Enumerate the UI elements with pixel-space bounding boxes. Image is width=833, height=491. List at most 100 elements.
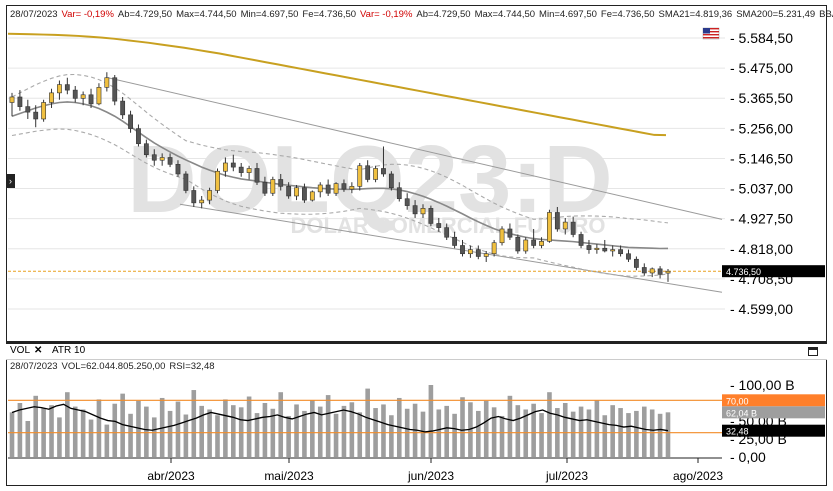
candle-body — [41, 102, 47, 120]
candle-body — [112, 77, 118, 102]
candle-body — [547, 212, 552, 242]
volume-bar — [9, 412, 15, 457]
volume-bar — [128, 413, 133, 457]
time-tick-label: jun/2023 — [407, 469, 454, 483]
candle-body — [460, 245, 465, 255]
price-status-bar: 28/07/2023 Var= -0,19% Ab=4.729,50 Max=4.74… — [10, 9, 833, 20]
bollinger-lower — [11, 128, 669, 277]
candle-body — [333, 183, 339, 194]
candle-body — [49, 92, 54, 103]
candle-body — [80, 94, 86, 99]
status-close: Fe=4.736,50 — [302, 9, 357, 20]
candle-body — [64, 84, 70, 91]
volume-bar — [57, 417, 62, 457]
candle-body — [183, 173, 189, 191]
candle-body — [175, 164, 181, 175]
volume-bar — [562, 403, 568, 457]
candle-body — [230, 162, 236, 168]
volume-last-tag-bg — [722, 406, 825, 419]
close-vol-tab-icon[interactable]: ✕ — [34, 345, 43, 356]
tab-vol[interactable]: VOL — [10, 345, 31, 356]
volume-bar — [136, 400, 141, 457]
volume-bar — [428, 385, 434, 457]
panel-separator[interactable] — [6, 341, 827, 344]
candles[interactable] — [9, 72, 671, 282]
candle-body — [72, 89, 78, 99]
candle-body — [254, 168, 260, 183]
candle-body — [159, 157, 165, 161]
price-tick-label: - 4.818,00 — [730, 241, 793, 257]
maximize-panel-icon[interactable] — [808, 347, 818, 356]
volume-bar — [302, 410, 307, 457]
candle-body — [357, 165, 363, 187]
status-max: Max=4.744,50 — [176, 9, 237, 20]
volume-bar — [515, 405, 521, 457]
candle-body — [25, 106, 31, 113]
price-tick-label: - 5.475,00 — [730, 60, 793, 76]
candle-body — [499, 228, 505, 244]
axis-tags: 4.736,50 70,00 62,04 B 32,48 — [722, 265, 825, 437]
candle-body — [468, 249, 473, 255]
candle-body — [246, 168, 252, 173]
candle-body — [404, 198, 410, 206]
channel-upper-line — [107, 77, 723, 220]
candle-body — [365, 165, 371, 180]
volume-bar — [341, 405, 347, 457]
candle-body — [270, 179, 276, 194]
volume-bar — [310, 400, 315, 457]
candle-body — [428, 208, 434, 224]
volume-bar — [578, 406, 584, 457]
time-tick-label: ago/2023 — [673, 469, 723, 483]
candle-body — [436, 223, 442, 228]
last-price-tag-bg — [722, 265, 825, 278]
candle-body — [618, 249, 623, 255]
volume-bar — [262, 403, 268, 457]
candle-body — [215, 170, 220, 191]
candle-body — [143, 143, 149, 156]
volume-bar — [626, 413, 631, 457]
channel-lower-line — [179, 203, 723, 293]
candle-body — [657, 268, 663, 275]
status-var-2: Var= -0,19% — [360, 9, 413, 20]
volume-bar — [215, 415, 220, 457]
volume-bar — [17, 403, 23, 457]
status-open-2: Ab=4.729,50 — [416, 9, 471, 20]
scroll-left-arrow-icon[interactable]: › — [6, 174, 15, 188]
volume-bar — [610, 405, 615, 457]
status-max-2: Max=4.744,50 — [474, 9, 536, 20]
volume-bar — [381, 404, 386, 457]
moving-averages — [7, 32, 722, 272]
last-price-tag: 4.736,50 — [726, 267, 761, 277]
time-axis: abr/2023 mai/2023 jun/2023 jul/2023 ago/2023 — [8, 457, 723, 483]
candle-body — [96, 87, 102, 105]
candle-body — [594, 247, 600, 250]
candle-body — [120, 100, 126, 116]
candle-body — [238, 166, 244, 173]
status-open: Ab=4.729,50 — [117, 9, 173, 20]
rsi70-tag: 70,00 — [726, 396, 749, 406]
price-tick-label: - 4.927,50 — [730, 211, 793, 227]
candle-body — [570, 221, 576, 235]
volume-bar — [657, 413, 663, 457]
volume-bar — [634, 410, 639, 457]
status-close-2: Fe=4.736,50 — [600, 9, 655, 20]
tab-atr[interactable]: ATR 10 — [52, 345, 86, 356]
volume-bar — [365, 388, 370, 457]
candle-body — [294, 187, 299, 197]
volume-bar — [420, 411, 426, 457]
candle-body — [610, 249, 616, 252]
volume-bar — [104, 424, 110, 457]
rsi70-tag-bg — [722, 394, 825, 407]
candle-body — [578, 234, 584, 246]
candle-body — [341, 183, 347, 190]
volume-bar — [96, 399, 102, 457]
candle-body — [302, 187, 307, 201]
candle-body — [33, 111, 39, 120]
candle-body — [539, 241, 544, 246]
candle-body — [199, 199, 205, 204]
candle-body — [104, 77, 110, 88]
volume-bar — [452, 413, 457, 457]
status-var: Var= -0,19% — [61, 9, 114, 20]
candle-body — [381, 168, 386, 175]
